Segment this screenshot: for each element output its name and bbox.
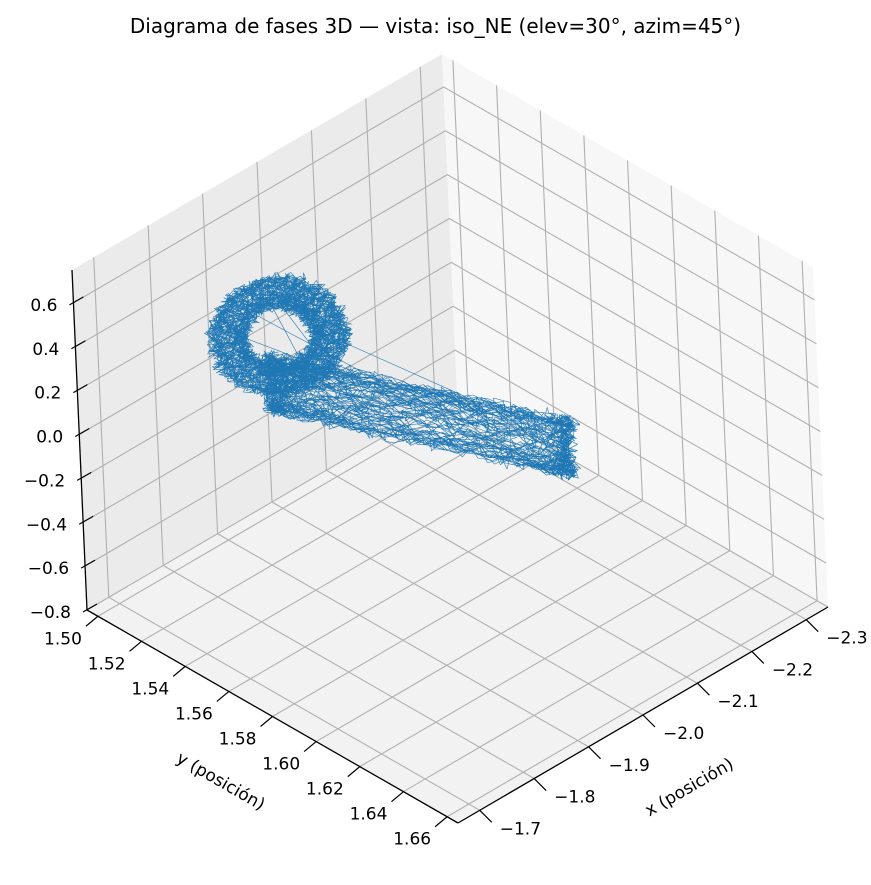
grid-line-y-wall	[539, 110, 556, 451]
y-tick-label: 1.56	[175, 704, 213, 724]
y-tick-label: 1.52	[88, 654, 126, 674]
y-tick	[129, 640, 142, 652]
chart-title: Diagrama de fases 3D — vista: iso_NE (el…	[129, 14, 742, 38]
y-tick	[303, 741, 317, 753]
x-tick	[805, 619, 819, 633]
grid-line-y-wall	[757, 235, 774, 576]
grid-line-z	[73, 86, 815, 304]
grid-line-z	[84, 349, 827, 567]
grid-line-z	[82, 305, 825, 523]
x-tick	[533, 778, 547, 791]
grid-line-z	[79, 217, 821, 435]
y-tick	[260, 716, 273, 727]
grid-line-z	[80, 261, 823, 479]
grid-line-z	[77, 173, 819, 392]
y-tick	[172, 665, 186, 677]
grid-line-x-wall	[147, 225, 164, 566]
z-tick-label: −0.8	[30, 603, 71, 623]
grid-line-y-wall	[496, 85, 513, 426]
grid-line-y-wall	[626, 160, 644, 501]
x-tick-label: −2.2	[772, 660, 813, 680]
grid-line-y-floor	[359, 550, 731, 768]
grid-line-x-wall	[202, 193, 219, 534]
grid-line-y-floor	[272, 500, 643, 717]
y-tick-label: 1.54	[131, 679, 169, 699]
y-tick-label: 1.50	[44, 629, 82, 649]
z-tick	[69, 296, 84, 306]
x-tick	[696, 682, 710, 696]
z-tick-label: 0.2	[34, 384, 61, 404]
y-tick	[434, 816, 448, 828]
x-tick-label: −2.3	[826, 629, 867, 649]
x-tick-label: −1.7	[500, 819, 541, 839]
grid-line-y-wall	[714, 210, 731, 551]
x-tick-label: −1.9	[609, 756, 650, 776]
y-axis-label: y (posición)	[173, 748, 269, 815]
z-tick-label: −0.6	[28, 559, 69, 579]
z-tick-label: −0.2	[24, 471, 65, 491]
grid-line-z	[86, 393, 829, 611]
z-tick-label: 0.6	[30, 296, 57, 316]
grid-line-y-floor	[403, 575, 774, 793]
y-tick	[85, 615, 99, 627]
z-tick	[73, 384, 88, 394]
grid-line-z	[75, 130, 817, 348]
z-tick	[74, 427, 90, 438]
z-tick	[71, 340, 86, 350]
grid-line-y-wall	[670, 185, 687, 526]
grid-line-x-wall	[256, 161, 273, 503]
grid-line-y-wall	[801, 260, 818, 601]
z-tick-label: 0.4	[32, 340, 59, 360]
x-tick	[751, 651, 765, 664]
grid-line-x-wall	[93, 257, 110, 598]
trajectory-line	[203, 271, 581, 481]
grid-line-y-wall	[452, 60, 469, 401]
tick-marks: −2.3 −2.2 −2.1 −2.0 −1.9 −1.8 −1.7 1.50 1.521.54…	[24, 296, 868, 850]
grid-line-y-wall	[583, 135, 600, 476]
grid-line-y-floor	[228, 474, 600, 692]
x-tick-label: −1.8	[554, 788, 595, 808]
y-tick-label: 1.62	[306, 780, 344, 800]
z-tick	[82, 603, 98, 613]
grid-line-y-floor	[184, 449, 556, 667]
grid-line-y-floor	[315, 525, 687, 743]
x-tick	[479, 809, 493, 823]
series-trajectory	[203, 271, 581, 481]
z-tick	[78, 515, 94, 525]
z-tick	[80, 559, 96, 569]
y-tick	[216, 690, 230, 702]
x-tick	[642, 714, 656, 728]
z-axis-line	[71, 269, 88, 611]
z-tick-label: 0.0	[36, 428, 63, 448]
grid-line-x-wall	[419, 66, 436, 407]
y-tick-label: 1.64	[350, 805, 388, 825]
x-tick	[588, 746, 602, 760]
y-tick-label: 1.66	[393, 830, 431, 850]
y-tick-label: 1.60	[262, 755, 300, 775]
x-tick-label: −2.0	[663, 724, 704, 744]
y-tick-label: 1.58	[219, 730, 257, 750]
y-tick	[391, 791, 404, 803]
grid-line-y-floor	[446, 600, 818, 818]
grid-line-y-floor	[141, 424, 512, 642]
z-tick	[76, 471, 92, 481]
z-tick-label: −0.4	[26, 515, 67, 535]
y-tick	[347, 766, 361, 778]
grid-line-y-floor	[97, 399, 469, 617]
x-axis-label: x (posición)	[642, 754, 738, 821]
x-tick-label: −2.1	[717, 692, 758, 712]
